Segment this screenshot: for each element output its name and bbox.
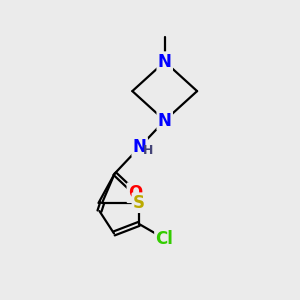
Text: S: S bbox=[133, 194, 145, 212]
Text: N: N bbox=[158, 112, 172, 130]
Text: H: H bbox=[143, 144, 154, 157]
Text: N: N bbox=[133, 138, 147, 156]
Text: Cl: Cl bbox=[155, 230, 173, 247]
Text: O: O bbox=[128, 184, 142, 202]
Text: N: N bbox=[158, 53, 172, 71]
